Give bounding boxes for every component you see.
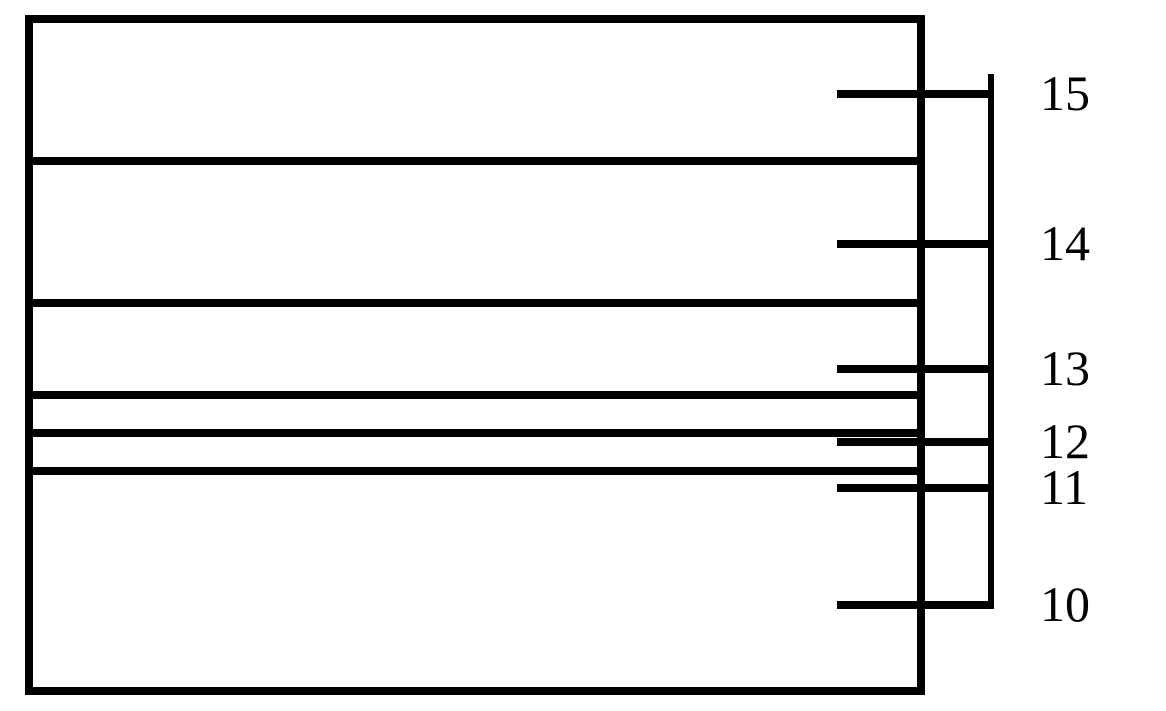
layer-L14 bbox=[33, 165, 917, 307]
layer-L15 bbox=[33, 23, 917, 165]
layer-stack bbox=[25, 15, 925, 695]
layer-L10 bbox=[33, 475, 917, 655]
callout-vertical-line bbox=[988, 74, 994, 609]
leader-L10 bbox=[837, 601, 992, 609]
label-L11: 11 bbox=[1040, 458, 1088, 516]
leader-L13 bbox=[837, 365, 992, 373]
leader-L11 bbox=[837, 484, 992, 492]
label-L15: 15 bbox=[1040, 64, 1090, 122]
layer-L12 bbox=[33, 399, 917, 437]
leader-L15 bbox=[837, 90, 992, 98]
label-L14: 14 bbox=[1040, 214, 1090, 272]
diagram-canvas: 151413121110 bbox=[0, 0, 1166, 711]
label-L10: 10 bbox=[1040, 575, 1090, 633]
leader-L14 bbox=[837, 240, 992, 248]
leader-L12 bbox=[837, 438, 992, 446]
label-L13: 13 bbox=[1040, 339, 1090, 397]
layer-L13 bbox=[33, 307, 917, 399]
layer-L11 bbox=[33, 437, 917, 475]
